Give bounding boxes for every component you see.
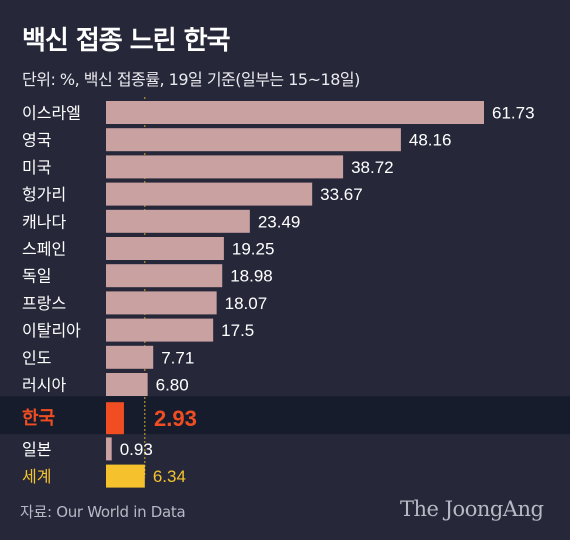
bar-4 [106, 209, 250, 233]
category-label-4: 캐나다 [22, 212, 66, 231]
category-label-1: 영국 [22, 131, 51, 150]
bar-11 [106, 402, 124, 435]
category-label-5: 스페인 [22, 240, 66, 259]
value-label-4: 23.49 [258, 212, 301, 231]
value-label-7: 18.07 [225, 294, 268, 313]
value-label-8: 17.5 [221, 321, 254, 340]
bar-12 [106, 437, 112, 461]
value-label-1: 48.16 [409, 131, 452, 150]
page-title: 백신 접종 느린 한국 [22, 26, 231, 56]
value-label-2: 38.72 [351, 158, 394, 177]
category-label-12: 일본 [22, 440, 51, 459]
bar-3 [106, 182, 313, 206]
category-label-0: 이스라엘 [22, 104, 81, 123]
bar-10 [106, 373, 148, 396]
value-label-0: 61.73 [492, 104, 535, 123]
category-label-9: 인도 [22, 348, 51, 367]
value-label-11: 2.93 [154, 406, 197, 431]
highlight-band [0, 396, 570, 435]
bar-0 [106, 101, 484, 124]
value-label-13: 6.34 [153, 467, 186, 486]
category-label-13: 세계 [22, 467, 51, 486]
category-label-3: 헝가리 [22, 185, 66, 204]
publisher-logo: The JoongAng [400, 497, 544, 521]
bar-5 [106, 237, 224, 260]
bar-2 [106, 155, 344, 179]
category-label-7: 프랑스 [22, 294, 66, 313]
chart-subtitle: 단위: %, 백신 접종률, 19일 기준(일부는 15~18일) [22, 70, 360, 89]
bar-9 [106, 345, 154, 369]
bar-13 [106, 464, 145, 488]
bar-8 [106, 318, 214, 342]
value-label-9: 7.71 [161, 348, 194, 367]
value-label-5: 19.25 [232, 240, 275, 259]
category-label-2: 미국 [22, 158, 51, 177]
value-label-3: 33.67 [320, 185, 363, 204]
value-label-10: 6.80 [156, 376, 189, 395]
category-label-10: 러시아 [22, 376, 66, 395]
category-label-11: 한국 [22, 408, 55, 429]
bar-6 [106, 264, 223, 288]
category-label-6: 독일 [22, 267, 51, 286]
source-note: 자료: Our World in Data [20, 503, 186, 521]
value-label-12: 0.93 [120, 440, 153, 459]
value-label-6: 18.98 [230, 267, 273, 286]
bar-7 [106, 291, 217, 315]
category-label-8: 이탈리아 [22, 321, 81, 340]
bar-1 [106, 128, 401, 152]
